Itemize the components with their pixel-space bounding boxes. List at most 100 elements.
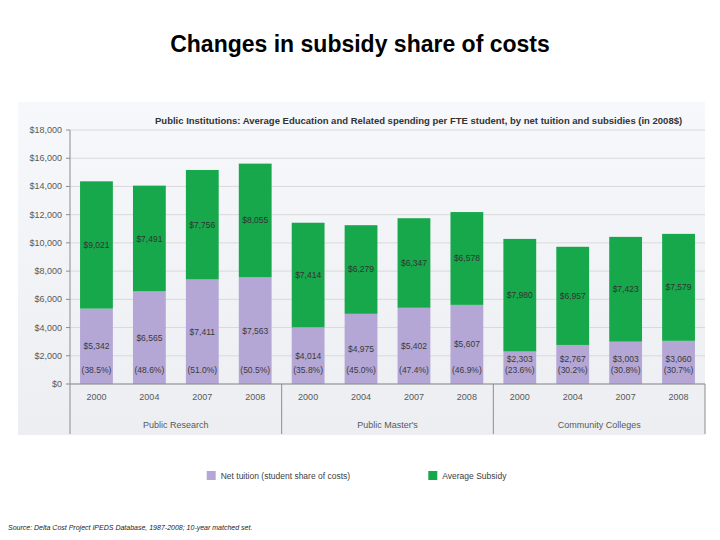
bar (239, 164, 272, 278)
chart-title: Public Institutions: Average Education a… (155, 115, 682, 126)
y-tick (66, 327, 70, 328)
legend-label: Net tuition (student share of costs) (221, 471, 351, 481)
bar (292, 223, 325, 328)
y-tick (66, 384, 70, 385)
y-tick (66, 214, 70, 215)
legend-label: Average Subsidy (442, 471, 507, 481)
y-tick-label: $4,000 (34, 323, 62, 333)
bar (609, 342, 642, 384)
bar (609, 237, 642, 342)
x-tick-label: 2000 (298, 392, 318, 402)
share-label: (30.7%) (664, 365, 694, 375)
value-label: $8,055 (242, 215, 268, 225)
value-label: $5,607 (454, 339, 480, 349)
value-label: $6,347 (401, 258, 427, 268)
y-tick (66, 158, 70, 159)
y-tick (66, 130, 70, 131)
y-tick (66, 355, 70, 356)
y-tick-label: $14,000 (29, 181, 62, 191)
group-label: Public Master's (357, 420, 418, 430)
share-label: (30.8%) (611, 365, 641, 375)
bar (662, 234, 695, 341)
value-label: $6,565 (136, 333, 162, 343)
value-label: $3,060 (666, 354, 692, 364)
legend: Net tuition (student share of costs) Aver… (207, 471, 507, 481)
value-label: $7,980 (507, 290, 533, 300)
bar (292, 327, 325, 384)
group-separator (705, 384, 706, 434)
x-tick-label: 2008 (457, 392, 477, 402)
share-label: (30.2%) (558, 365, 588, 375)
value-label: $5,402 (401, 341, 427, 351)
x-tick-label: 2000 (86, 392, 106, 402)
bar (239, 277, 272, 384)
share-label: (38.5%) (82, 365, 112, 375)
y-tick-label: $8,000 (34, 266, 62, 276)
bar (398, 308, 431, 384)
bar (80, 309, 113, 384)
y-tick-label: $0 (52, 379, 62, 389)
chart-area (18, 102, 705, 435)
share-label: (51.0%) (187, 365, 217, 375)
x-tick-label: 2007 (404, 392, 424, 402)
value-label: $7,411 (190, 327, 216, 337)
value-label: $7,579 (666, 282, 692, 292)
value-label: $7,563 (242, 326, 268, 336)
bar (662, 341, 695, 384)
x-tick-label: 2008 (669, 392, 689, 402)
x-tick-label: 2007 (192, 392, 212, 402)
value-label: $2,767 (560, 354, 586, 364)
legend-swatch (207, 471, 216, 480)
slide-title: Changes in subsidy share of costs (170, 31, 550, 57)
y-tick-label: $2,000 (34, 351, 62, 361)
value-label: $3,003 (613, 354, 639, 364)
share-label: (47.4%) (399, 365, 429, 375)
y-tick (66, 271, 70, 272)
legend-swatch (428, 471, 437, 480)
value-label: $6,957 (560, 291, 586, 301)
value-label: $7,423 (613, 284, 639, 294)
bar (133, 291, 166, 384)
bar (80, 181, 113, 308)
y-tick-label: $10,000 (29, 238, 62, 248)
bar (345, 314, 378, 384)
bar (450, 212, 483, 305)
x-tick-label: 2004 (563, 392, 583, 402)
share-label: (23.6%) (505, 365, 535, 375)
bar (503, 239, 536, 352)
source-note: Source: Delta Cost Project IPEDS Databas… (8, 524, 252, 532)
bar (556, 247, 589, 345)
y-tick (66, 186, 70, 187)
bar (186, 279, 219, 384)
grid-line (70, 158, 705, 159)
bar (398, 218, 431, 308)
bars (80, 164, 695, 384)
x-tick-label: 2008 (245, 392, 265, 402)
y-tick-label: $18,000 (29, 125, 62, 135)
data-labels: $5,342 (38.5%) $6,565 (48.6%) $7,411 (51.0%) $… (82, 215, 694, 375)
group-separator (70, 384, 71, 434)
group-separator (281, 384, 282, 434)
value-label: $6,578 (454, 253, 480, 263)
value-label: $5,342 (83, 341, 109, 351)
y-axis (70, 130, 71, 384)
value-label: $7,491 (136, 234, 162, 244)
bar (503, 352, 536, 384)
value-label: $4,975 (348, 344, 374, 354)
share-label: (45.0%) (346, 365, 376, 375)
value-label: $7,414 (295, 270, 321, 280)
bar (186, 170, 219, 279)
x-tick-label: 2000 (510, 392, 530, 402)
bar (556, 345, 589, 384)
value-label: $7,756 (189, 220, 215, 230)
x-tick-label: 2007 (616, 392, 636, 402)
y-tick-label: $12,000 (29, 210, 62, 220)
y-tick-label: $6,000 (34, 294, 62, 304)
chart: Changes in subsidy share of costs Public … (0, 0, 720, 540)
bar (133, 186, 166, 292)
share-label: (48.6%) (134, 365, 164, 375)
y-tick (66, 299, 70, 300)
x-tick-label: 2004 (139, 392, 159, 402)
x-tick-label: 2004 (351, 392, 371, 402)
y-tick (66, 242, 70, 243)
